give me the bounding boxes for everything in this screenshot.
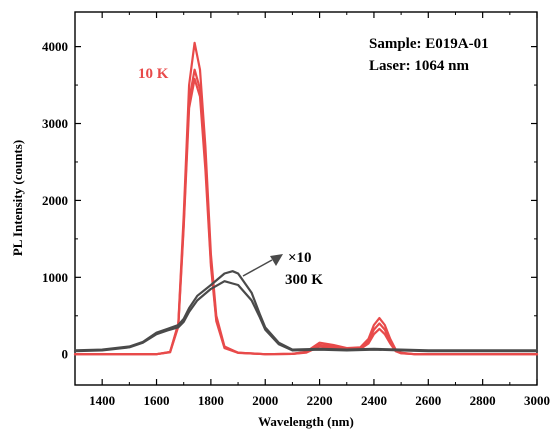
x-tick-label: 2000: [252, 393, 278, 408]
x-tick-label: 1400: [89, 393, 115, 408]
axis-tick-labels: 1400 1600 1800 2000 2200 2400 2600 2800 3000 0 100…: [42, 39, 550, 408]
series-line-2: [73, 68, 539, 356]
x-tick-label: 2600: [415, 393, 441, 408]
plot-frame: [74, 11, 538, 386]
y-tick-label: 2000: [42, 193, 68, 208]
y-tick-label: 0: [62, 347, 69, 362]
laser-annotation: Laser: 1064 nm: [369, 58, 469, 74]
scale-arrow: [242, 254, 283, 277]
y-axis-title: PL Intensity (counts): [10, 140, 25, 256]
sample-annotation: Sample: E019A-01: [369, 36, 489, 52]
series-line-1: [73, 41, 539, 356]
y-tick-label: 3000: [42, 116, 68, 131]
y-tick-label: 4000: [42, 39, 68, 54]
x-tick-label: 1800: [198, 393, 224, 408]
x-axis-title: Wavelength (nm): [258, 414, 354, 429]
x-tick-label: 1600: [144, 393, 170, 408]
high-temp-label: 300 K: [285, 272, 323, 288]
x-tick-label: 2400: [361, 393, 387, 408]
low-temp-label: 10 K: [138, 66, 169, 82]
scale-factor-label: ×10: [288, 250, 312, 266]
data-series: [73, 41, 539, 356]
y-tick-label: 1000: [42, 270, 68, 285]
x-tick-label: 3000: [524, 393, 550, 408]
series-line-5: [73, 280, 539, 353]
series-line-3: [73, 77, 539, 356]
x-tick-label: 2200: [307, 393, 333, 408]
x-tick-label: 2800: [470, 393, 496, 408]
